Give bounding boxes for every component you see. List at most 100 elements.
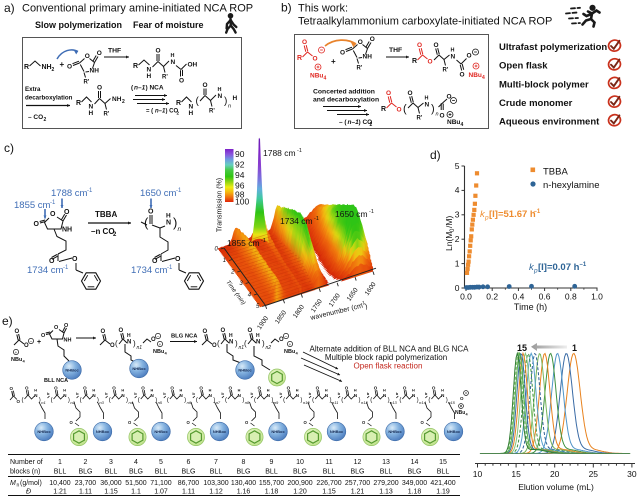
svg-text:NH: NH [363,54,373,61]
svg-text:N: N [63,393,66,398]
svg-text:71,100: 71,100 [150,480,172,487]
svg-text:(: ( [196,96,200,107]
svg-text:O: O [203,82,208,89]
svg-text:O: O [141,386,145,391]
svg-text:Ultrafast polymerization: Ultrafast polymerization [499,42,607,53]
svg-text:): ) [300,398,302,404]
svg-text:1: 1 [223,258,226,264]
svg-text:H: H [127,333,131,339]
svg-text:p: p [533,268,538,275]
svg-text:): ) [235,339,238,348]
svg-text:N: N [229,340,233,346]
svg-text:1.18: 1.18 [408,489,422,496]
svg-text:O: O [119,328,124,334]
svg-text:b: b [396,391,399,396]
svg-text:H: H [121,389,124,393]
svg-text:5: 5 [159,459,163,466]
svg-text:): ) [97,398,99,404]
svg-text:k: k [529,262,535,273]
svg-text:n8: n8 [245,400,250,405]
svg-text:): ) [364,303,368,310]
svg-text:TBBA: TBBA [543,167,568,178]
svg-text:O: O [403,386,407,391]
svg-text:BLL: BLL [265,469,278,476]
svg-text:1788 cm: 1788 cm [51,188,88,199]
svg-text:(: ( [167,398,169,404]
svg-text:O: O [221,328,226,334]
svg-text:b: b [192,391,195,396]
svg-text:H: H [238,389,241,393]
svg-text:NBu: NBu [310,73,323,80]
svg-text:n5: n5 [158,400,163,405]
svg-text:NBu: NBu [455,410,465,416]
svg-text:3: 3 [109,459,113,466]
svg-text:): ) [388,398,390,404]
svg-text:O: O [287,386,291,391]
svg-text:14: 14 [411,459,419,466]
svg-text:9: 9 [270,459,274,466]
svg-text:BLL NCA: BLL NCA [44,378,68,384]
svg-text:THF: THF [108,48,121,55]
svg-text:/M): /M) [444,216,454,228]
svg-text:Open flask: Open flask [499,61,548,72]
svg-text:12: 12 [354,459,362,466]
svg-text:NBu: NBu [153,349,164,355]
svg-text:2: 2 [122,99,125,105]
svg-text:): ) [271,398,273,404]
svg-text:O: O [54,386,58,391]
svg-text:30: 30 [627,469,637,479]
svg-text:b): b) [281,1,292,15]
svg-text:1855 cm: 1855 cm [227,238,260,248]
svg-text:2: 2 [370,122,373,128]
svg-text:b: b [425,391,428,396]
svg-text:BLL: BLL [210,469,223,476]
svg-text:O: O [212,343,217,349]
svg-text:R': R' [162,75,168,81]
svg-text:b: b [367,391,370,396]
svg-text:NBu: NBu [11,357,22,363]
svg-text:R': R' [84,80,90,86]
svg-text:1800: 1800 [292,303,306,319]
svg-text:O: O [467,53,472,60]
svg-text:H: H [150,389,153,393]
svg-text:15: 15 [511,469,521,479]
svg-text:): ) [431,103,435,115]
svg-text:): ) [126,398,128,404]
svg-text:36,000: 36,000 [100,480,122,487]
svg-text:N: N [127,340,131,346]
svg-text:R': R' [443,68,449,74]
svg-text:): ) [155,398,157,404]
svg-text:1.18: 1.18 [265,489,279,496]
svg-text:N: N [218,93,223,100]
svg-text:[I]=51.67 h: [I]=51.67 h [489,209,536,220]
svg-text:+: + [159,342,162,347]
svg-text:(: ( [196,398,198,404]
svg-text:): ) [213,398,215,404]
svg-text:N: N [296,393,299,398]
svg-text:Alternate addition of BLL NCA: Alternate addition of BLL NCA and BLG NC… [310,345,470,354]
svg-text:6: 6 [187,459,191,466]
svg-text:R: R [76,100,81,107]
svg-text:-1: -1 [63,265,69,271]
svg-text:H: H [189,110,194,117]
svg-text:b: b [76,391,79,396]
svg-text:H: H [354,389,357,393]
svg-text:): ) [446,398,448,404]
svg-text:b: b [250,391,253,396]
svg-text:(: ( [428,398,430,404]
svg-text:O: O [148,209,154,216]
svg-text:Transmission (%): Transmission (%) [217,178,224,232]
svg-text:– (: – ( [339,119,347,126]
svg-text:R: R [176,100,181,107]
svg-text:): ) [359,398,361,404]
svg-text:Multiple block rapid polymeriz: Multiple block rapid polymerization [325,353,447,362]
svg-text:1.15: 1.15 [104,489,118,496]
svg-text:O: O [199,386,203,391]
svg-text:15: 15 [517,343,527,353]
svg-text:4: 4 [461,122,464,128]
svg-text:O: O [15,329,20,335]
svg-text:): ) [133,339,136,348]
svg-text:decarboxylation: decarboxylation [25,95,73,102]
svg-text:4: 4 [482,75,485,81]
svg-text:N: N [441,393,444,398]
